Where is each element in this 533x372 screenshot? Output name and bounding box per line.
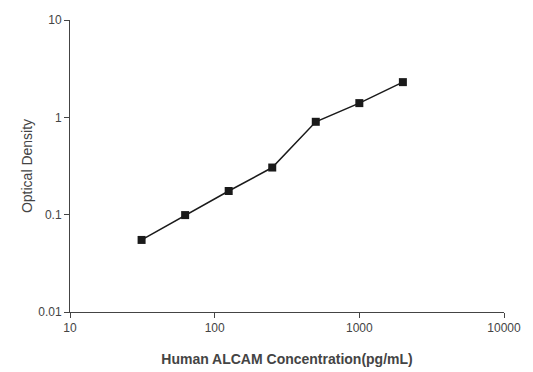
svg-text:1000: 1000	[346, 321, 373, 335]
svg-text:100: 100	[205, 321, 225, 335]
svg-text:0.1: 0.1	[45, 208, 62, 222]
svg-text:1: 1	[55, 111, 62, 125]
svg-text:10: 10	[63, 321, 77, 335]
svg-text:10000: 10000	[487, 321, 521, 335]
svg-text:Optical Density: Optical Density	[19, 119, 35, 213]
svg-text:0.01: 0.01	[38, 305, 62, 319]
svg-text:Human ALCAM Concentration(pg/m: Human ALCAM Concentration(pg/mL)	[161, 351, 412, 367]
svg-text:10: 10	[48, 13, 62, 27]
